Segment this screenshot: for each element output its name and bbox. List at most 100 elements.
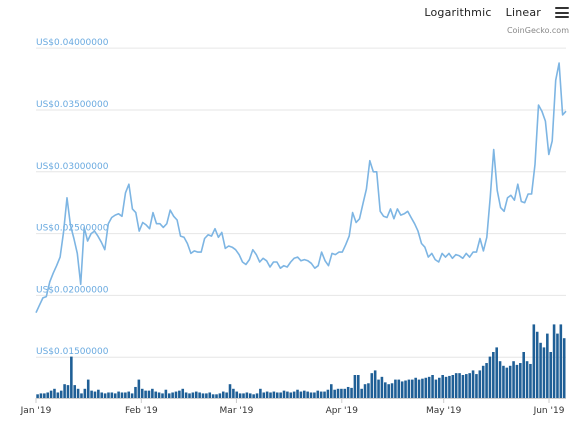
volume-bar bbox=[552, 324, 556, 398]
volume-bar bbox=[103, 393, 107, 398]
hamburger-menu-icon[interactable] bbox=[555, 7, 569, 18]
volume-bar bbox=[471, 370, 475, 398]
volume-bar bbox=[73, 385, 77, 398]
volume-bar bbox=[444, 376, 448, 398]
volume-bar bbox=[427, 376, 431, 398]
volume-bar bbox=[532, 324, 536, 398]
volume-bar bbox=[218, 393, 222, 398]
volume-bar bbox=[90, 390, 93, 398]
volume-bar bbox=[171, 392, 174, 398]
volume-bar bbox=[286, 391, 289, 398]
volume-bar bbox=[475, 374, 478, 398]
volume-bar bbox=[495, 347, 498, 398]
volume-bar bbox=[198, 392, 201, 398]
y-tick-label: US$0.03000000 bbox=[36, 162, 109, 172]
volume-bar bbox=[245, 392, 249, 398]
volume-bar bbox=[546, 333, 549, 398]
x-tick-label: Apr '19 bbox=[326, 406, 359, 416]
volume-bar bbox=[296, 389, 299, 398]
volume-bar bbox=[157, 392, 161, 398]
volume-bar bbox=[485, 363, 488, 398]
volume-bar bbox=[66, 385, 70, 398]
volume-bar bbox=[221, 391, 225, 398]
volume-bar bbox=[508, 365, 512, 398]
y-tick-label: US$0.04000000 bbox=[36, 38, 109, 48]
volume-bar bbox=[434, 379, 438, 398]
volume-bar bbox=[265, 391, 269, 398]
volume-bar bbox=[154, 391, 158, 398]
volume-bar bbox=[373, 370, 377, 398]
volume-bar bbox=[167, 393, 171, 398]
volume-bar bbox=[336, 388, 340, 398]
volume-bar bbox=[272, 391, 276, 398]
volume-bar bbox=[107, 392, 110, 398]
volume-bar bbox=[164, 389, 168, 398]
volume-bar bbox=[535, 331, 539, 398]
volume-bar bbox=[519, 363, 522, 398]
volume-bar bbox=[228, 384, 232, 398]
volume-bar bbox=[113, 393, 117, 398]
volume-bar bbox=[161, 393, 164, 398]
chart-credit: CoinGecko.com bbox=[506, 26, 569, 35]
volume-bar bbox=[454, 373, 458, 398]
volume-bar bbox=[299, 391, 303, 398]
volume-bar bbox=[525, 361, 529, 398]
volume-bar bbox=[80, 393, 83, 398]
volume-bar bbox=[184, 392, 188, 398]
volume-bar bbox=[70, 356, 73, 398]
volume-bar bbox=[451, 375, 455, 398]
volume-bar bbox=[323, 391, 326, 398]
volume-bar bbox=[292, 391, 296, 398]
volume-bar bbox=[370, 373, 374, 398]
volume-bar bbox=[93, 391, 97, 398]
volume-bar bbox=[205, 393, 208, 398]
volume-bar bbox=[417, 379, 421, 398]
volume-bar bbox=[492, 352, 495, 398]
volume-bar bbox=[63, 384, 66, 398]
volume-bars bbox=[36, 324, 566, 398]
volume-bar bbox=[458, 373, 461, 398]
volume-bar bbox=[194, 391, 198, 398]
volume-bar bbox=[215, 394, 218, 398]
volume-bar bbox=[144, 390, 147, 398]
volume-bar bbox=[147, 390, 151, 398]
volume-bar bbox=[498, 361, 502, 398]
volume-bar bbox=[134, 386, 137, 398]
x-tick-label: May '19 bbox=[426, 406, 462, 416]
y-tick-label: US$0.02500000 bbox=[36, 224, 109, 234]
volume-bar bbox=[201, 393, 205, 398]
volume-bar bbox=[407, 379, 411, 398]
logarithmic-button[interactable]: Logarithmic bbox=[424, 6, 492, 19]
volume-bar bbox=[549, 352, 552, 398]
linear-button[interactable]: Linear bbox=[505, 6, 541, 19]
volume-bar bbox=[269, 392, 272, 398]
chart-toolbar: Logarithmic Linear bbox=[424, 6, 569, 19]
volume-bar bbox=[394, 379, 397, 398]
volume-bar bbox=[505, 367, 509, 398]
volume-bar bbox=[387, 384, 390, 398]
volume-bar bbox=[309, 392, 313, 398]
volume-bar bbox=[208, 392, 212, 398]
volume-bar bbox=[319, 391, 323, 398]
volume-bar bbox=[316, 390, 320, 398]
volume-bar bbox=[326, 389, 330, 398]
volume-bar bbox=[384, 382, 387, 398]
volume-bar bbox=[59, 390, 63, 398]
volume-bar bbox=[556, 333, 559, 398]
volume-bar bbox=[424, 377, 428, 398]
volume-bar bbox=[279, 392, 282, 398]
volume-bar bbox=[242, 393, 245, 398]
volume-bar bbox=[46, 392, 50, 398]
volume-bar bbox=[478, 370, 482, 398]
volume-bar bbox=[333, 389, 336, 398]
volume-bar bbox=[124, 392, 127, 398]
volume-bar bbox=[110, 392, 114, 398]
volume-bar bbox=[211, 394, 215, 398]
volume-bar bbox=[49, 390, 53, 398]
volume-bar bbox=[130, 393, 134, 398]
volume-bar bbox=[238, 393, 242, 398]
volume-bar bbox=[397, 379, 401, 398]
volume-bar bbox=[411, 379, 414, 398]
volume-bar bbox=[465, 374, 468, 398]
volume-bar bbox=[232, 388, 235, 398]
